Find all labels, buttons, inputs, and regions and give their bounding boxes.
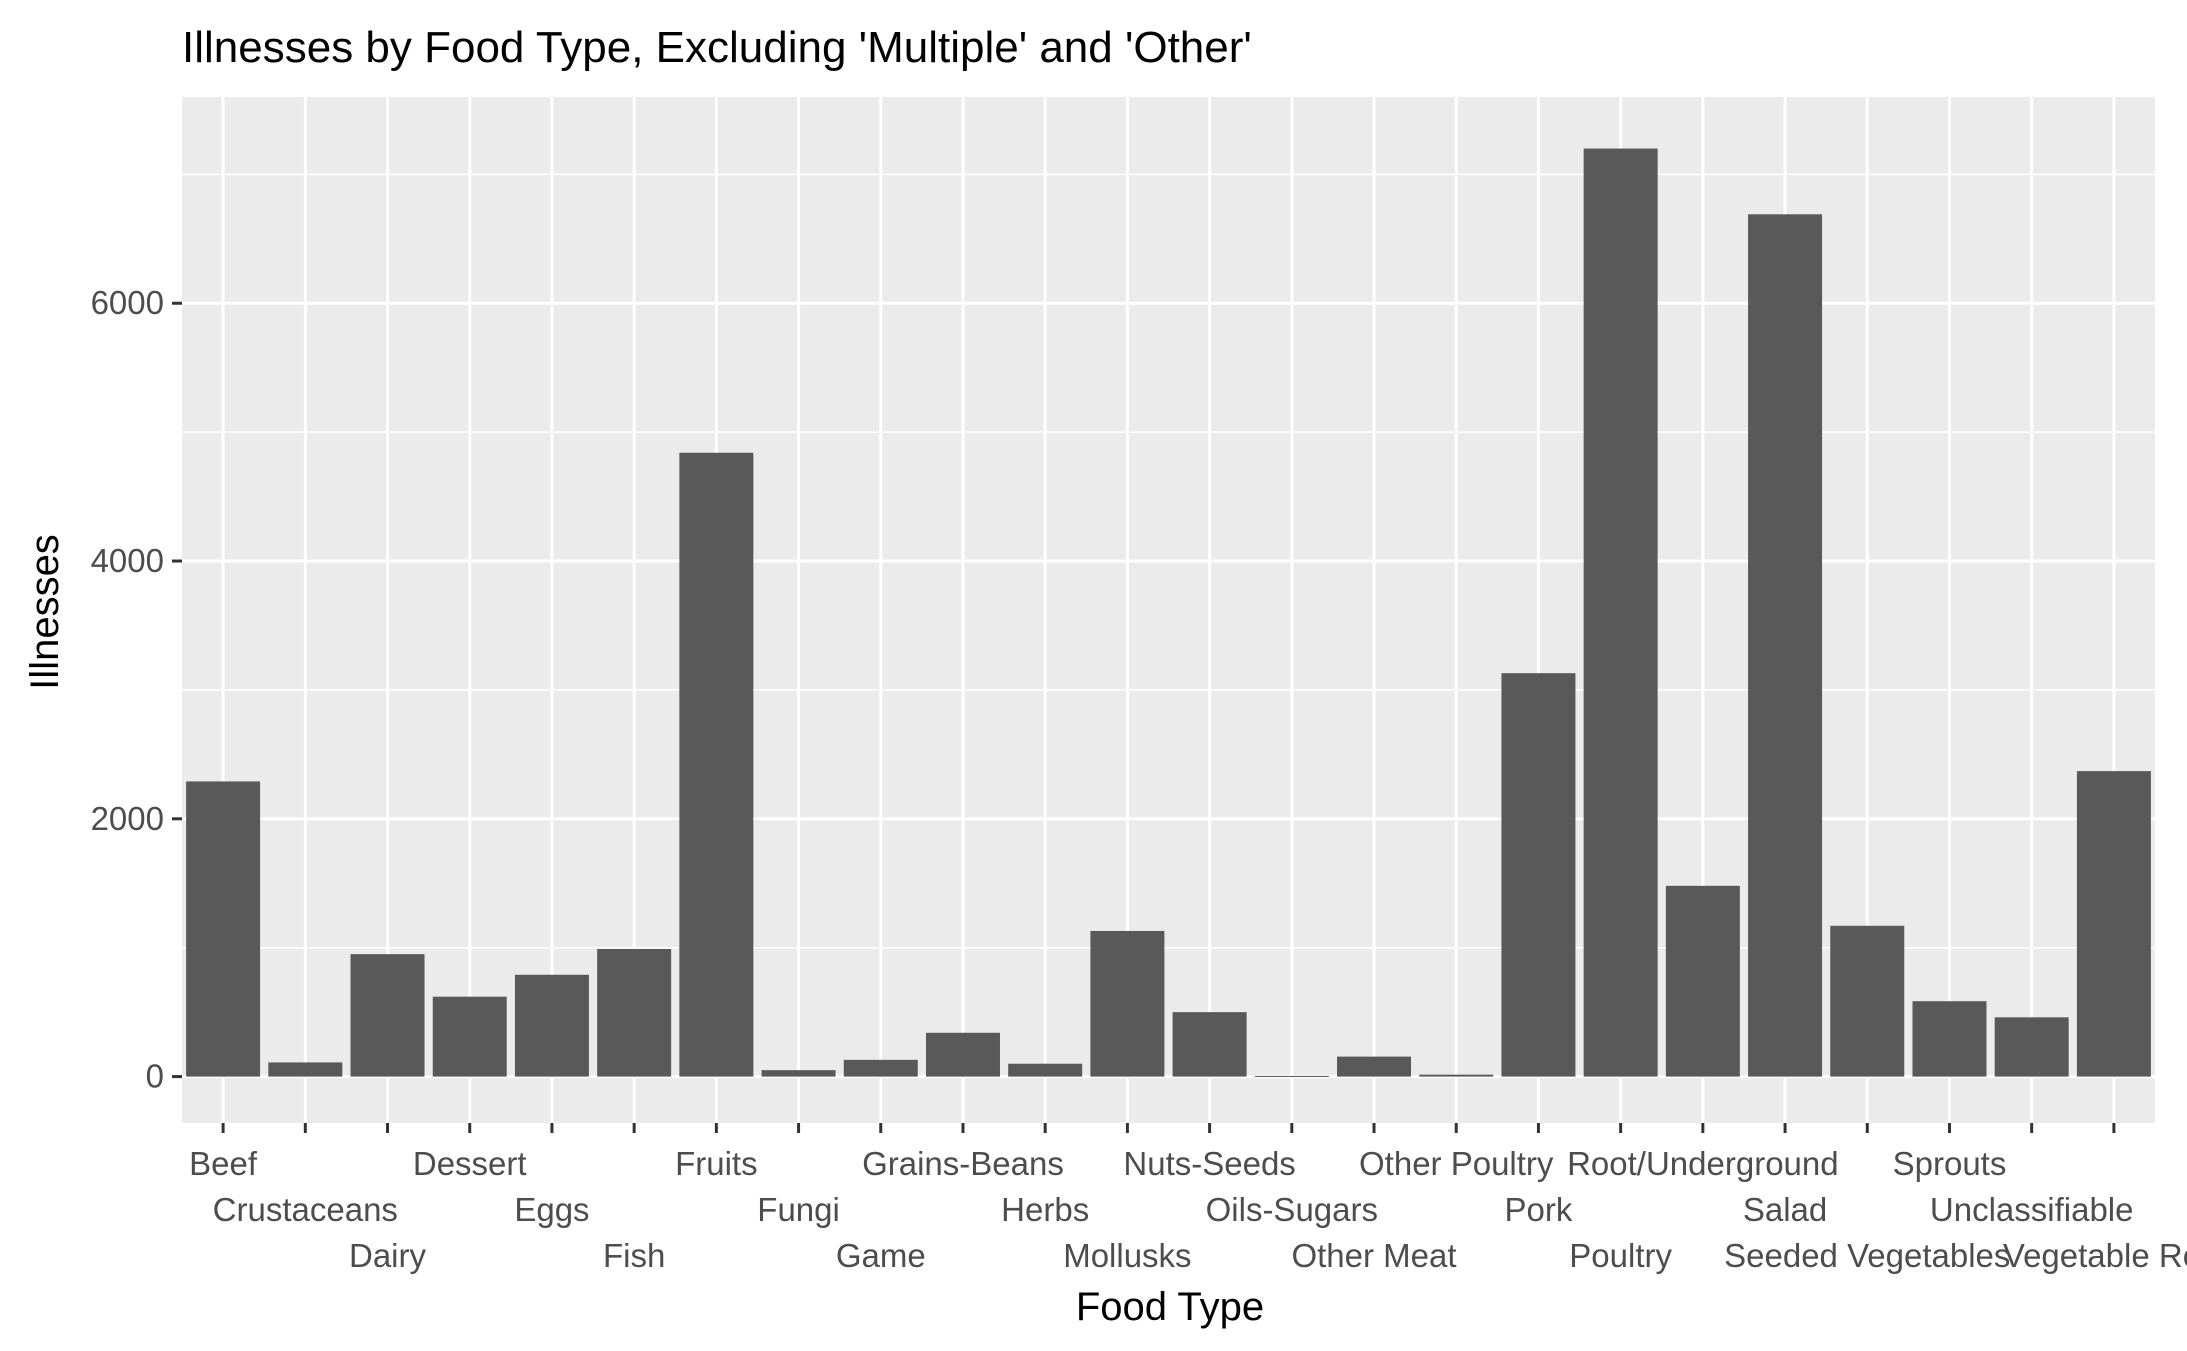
x-tick-label: Dessert	[413, 1145, 527, 1182]
bar-poultry	[1583, 148, 1658, 1077]
x-axis-title: Food Type	[1076, 1285, 1264, 1329]
x-tick-label: Fruits	[675, 1145, 758, 1182]
bar-fish	[597, 948, 672, 1077]
x-tick-label: Dairy	[349, 1237, 427, 1274]
bar-other-poultry	[1419, 1074, 1494, 1077]
x-tick-label: Other Poultry	[1359, 1145, 1554, 1182]
bar-root-underground	[1665, 885, 1740, 1077]
x-tick-label: Sprouts	[1893, 1145, 2007, 1182]
y-axis-title: Illnesses	[23, 534, 67, 690]
x-tick-label: Seeded Vegetables	[1724, 1237, 2010, 1274]
x-tick-label: Fungi	[757, 1191, 840, 1228]
x-tick-label: Mollusks	[1063, 1237, 1191, 1274]
bar-fungi	[761, 1070, 836, 1077]
x-tick-label: Game	[836, 1237, 926, 1274]
x-tick-label: Root/Underground	[1567, 1145, 1839, 1182]
bar-unclassifiable	[1994, 1017, 2069, 1077]
x-axis: Beef Crustaceans Dairy Dessert Eggs Fish Fruit…	[189, 1123, 2187, 1274]
bar-dairy	[350, 954, 425, 1077]
x-tick-label: Vegetable Row	[2003, 1237, 2187, 1274]
x-tick-label: Salad	[1743, 1191, 1827, 1228]
x-tick-label: Unclassifiable	[1930, 1191, 2134, 1228]
x-tick-label: Herbs	[1001, 1191, 1089, 1228]
bar-oils-sugars	[1254, 1075, 1329, 1077]
bar-other-meat	[1337, 1056, 1412, 1077]
plot-panel	[182, 97, 2155, 1123]
x-tick-label: Oils-Sugars	[1206, 1191, 1378, 1228]
bar-seeded-vegetables	[1830, 925, 1905, 1077]
y-tick-label: 2000	[91, 800, 164, 837]
y-tick-label: 4000	[91, 542, 164, 579]
x-tick-label: Grains-Beans	[862, 1145, 1064, 1182]
x-tick-label: Crustaceans	[213, 1191, 398, 1228]
x-tick-label: Pork	[1505, 1191, 1573, 1228]
bar-mollusks	[1090, 930, 1165, 1077]
bar-herbs	[1008, 1063, 1083, 1077]
x-tick-label: Fish	[603, 1237, 665, 1274]
bar-eggs	[514, 974, 589, 1077]
chart-title: Illnesses by Food Type, Excluding 'Multi…	[182, 23, 1252, 72]
bar-grains-beans	[925, 1032, 1000, 1077]
y-axis: 0 2000 4000 6000	[91, 284, 182, 1095]
bar-fruits	[679, 452, 754, 1077]
bar-beef	[186, 781, 261, 1077]
x-tick-label: Beef	[189, 1145, 258, 1182]
bar-pork	[1501, 673, 1576, 1077]
bar-vegetable-row	[2076, 771, 2151, 1077]
bar-sprouts	[1912, 1001, 1987, 1077]
bar-game	[843, 1059, 918, 1077]
x-tick-label: Eggs	[514, 1191, 589, 1228]
y-tick-label: 0	[146, 1058, 164, 1095]
bar-dessert	[432, 996, 507, 1077]
x-tick-label: Nuts-Seeds	[1123, 1145, 1295, 1182]
x-tick-label: Other Meat	[1291, 1237, 1456, 1274]
y-tick-label: 6000	[91, 284, 164, 321]
bar-nuts-seeds	[1172, 1012, 1247, 1077]
bars	[186, 148, 2151, 1077]
bar-salad	[1748, 214, 1823, 1077]
x-tick-label: Poultry	[1569, 1237, 1672, 1274]
bar-crustaceans	[268, 1062, 343, 1077]
